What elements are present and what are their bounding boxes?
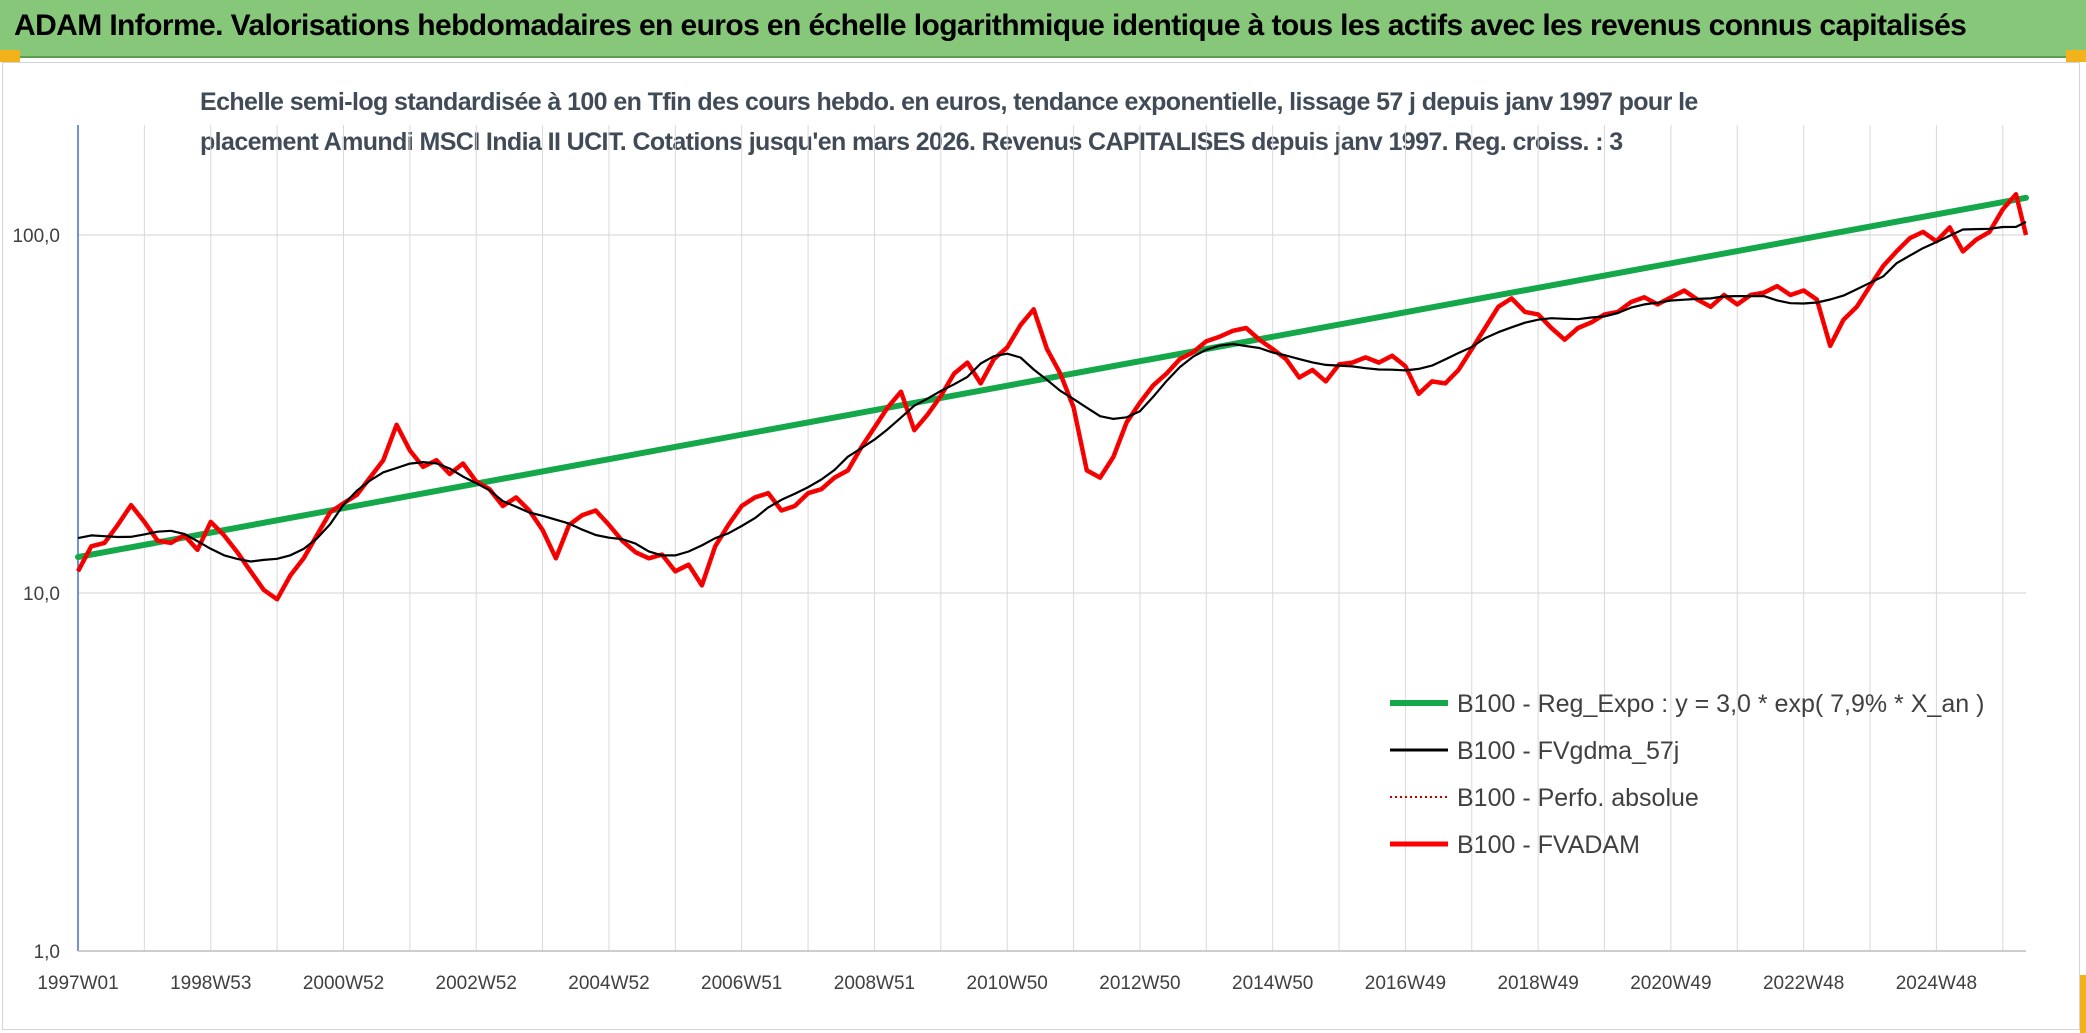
y-tick-label: 1,0	[34, 942, 60, 963]
x-tick-label: 2014W50	[1232, 973, 1313, 994]
series-line-fvadam	[76, 191, 2029, 602]
chart-title-line-1: Echelle semi-log standardisée à 100 en T…	[200, 88, 1698, 116]
chart-title-line-2: placement Amundi MSCI India II UCIT. Cot…	[200, 128, 1623, 156]
y-tick-label: 10,0	[23, 584, 60, 605]
x-tick-label: 1997W01	[37, 973, 118, 994]
x-tick-label: 2018W49	[1497, 973, 1578, 994]
x-tick-label: 1998W53	[170, 973, 251, 994]
x-tick-label: 2002W52	[436, 973, 517, 994]
x-tick-label: 2024W48	[1896, 973, 1977, 994]
x-tick-label: 2020W49	[1630, 973, 1711, 994]
x-tick-label: 2000W52	[303, 973, 384, 994]
legend-label-gdma: B100 - FVgdma_57j	[1457, 737, 1679, 765]
series-line-perfo	[77, 192, 2027, 601]
legend-label-regression: B100 - Reg_Expo : y = 3,0 * exp( 7,9% * …	[1457, 690, 1984, 718]
chart-frame	[2, 62, 2080, 1030]
x-tick-label: 2010W50	[967, 973, 1048, 994]
x-tick-label: 2008W51	[834, 973, 915, 994]
x-tick-label: 2022W48	[1763, 973, 1844, 994]
x-tick-labels: 1997W01 1998W53 2000W52 2002W52 2004W52 2006W…	[37, 973, 1977, 994]
x-tick-label: 2006W51	[701, 973, 782, 994]
corner-marker-bottom-right	[2080, 975, 2086, 1033]
legend-label-perfo: B100 - Perfo. absolue	[1457, 784, 1699, 812]
series-line-regression	[75, 194, 2029, 561]
corner-marker-top-left	[0, 50, 20, 62]
corner-marker-top-right	[2066, 50, 2086, 62]
header-bar: ADAM Informe. Valorisations hebdomadaire…	[0, 0, 2086, 58]
x-tick-label: 2004W52	[568, 973, 649, 994]
x-tick-label: 2016W49	[1365, 973, 1446, 994]
legend-label-fvadam: B100 - FVADAM	[1457, 831, 1640, 859]
chart-legend: B100 - Reg_Expo : y = 3,0 * exp( 7,9% * …	[1390, 690, 1984, 859]
report-title: ADAM Informe. Valorisations hebdomadaire…	[14, 9, 1967, 42]
y-tick-labels: 1,0 10,0 100,0	[12, 226, 60, 963]
series-layer	[75, 191, 2029, 602]
x-tick-label: 2012W50	[1099, 973, 1180, 994]
series-line-gdma	[77, 221, 2027, 563]
y-tick-label: 100,0	[12, 226, 60, 247]
